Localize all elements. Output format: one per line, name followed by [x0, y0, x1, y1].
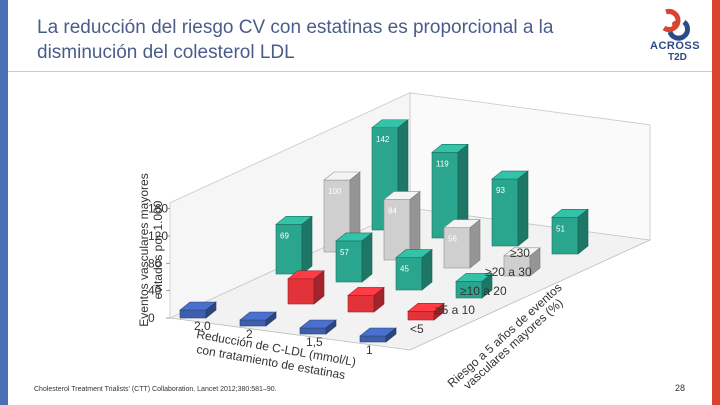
depth-series-label: ≥20 a 30 [485, 265, 532, 279]
bar-side [301, 215, 313, 275]
bar-side [385, 327, 397, 343]
bar-side [265, 311, 277, 327]
bar-5-2 [299, 319, 337, 335]
bar-20a30-2 [443, 219, 481, 269]
y-axis-title-line: Eventos vasculares mayores [137, 173, 151, 326]
bar-5-0 [179, 301, 217, 319]
bar-side [577, 208, 589, 255]
bar-chart-3d: 0 40 80 120 160 51 93 119 142 56 84 100 45 57 69 2,0 2 1,… [137, 92, 652, 392]
data-label: 51 [556, 224, 565, 233]
bar-side [433, 302, 445, 321]
logo-text: ACROSS [650, 40, 701, 52]
bar-10a20-2 [395, 248, 433, 291]
title-divider [8, 71, 712, 72]
bar-side [421, 248, 433, 291]
bar-front [407, 311, 435, 321]
across-logo-icon [662, 9, 690, 41]
bar-10a20-3 [455, 272, 493, 299]
bar-front [395, 257, 423, 291]
bar-side [313, 270, 325, 305]
data-label: 93 [496, 186, 505, 195]
bar-front [347, 295, 375, 313]
citation: Cholesterol Treatment Trialists' (CTT) C… [34, 386, 277, 393]
data-label: 119 [436, 159, 449, 168]
bar-5a10-3 [407, 302, 445, 321]
right-accent-bar [712, 0, 720, 405]
bar-front [551, 216, 579, 255]
bar-20a30-3 [503, 247, 541, 277]
depth-series-label: ≥10 a 20 [460, 284, 507, 298]
y-axis-title-line: evitados por 1.000 [151, 200, 165, 299]
y-tick-label: 80 [148, 256, 162, 270]
x-category-label: 2 [246, 327, 253, 341]
depth-series-label: ≥5 a 10 [435, 303, 475, 317]
depth-series-label: <5 [410, 322, 424, 336]
bar-front [239, 319, 267, 327]
data-label: 84 [388, 207, 397, 216]
bar-front [359, 335, 387, 343]
bar-side [205, 301, 217, 319]
x-category-label: 1 [366, 343, 373, 357]
data-label: 100 [328, 187, 342, 196]
partial-data-label: 85 [368, 278, 377, 287]
bar-side [373, 286, 385, 313]
bar-side [481, 272, 493, 299]
bar-5a10-2 [347, 286, 385, 313]
bar-side [469, 219, 481, 269]
data-label: 142 [376, 135, 390, 144]
bar-30-1 [431, 143, 469, 239]
bar-front [287, 278, 315, 305]
bar-30-2 [491, 170, 529, 247]
x-category-label: 2,0 [194, 319, 211, 333]
slide-title: La reducción del riesgo CV con estatinas… [37, 17, 554, 63]
bar-side [325, 319, 337, 335]
data-label: 69 [280, 231, 289, 240]
y-tick-label: 0 [148, 311, 155, 325]
bar-10a20-1 [335, 232, 373, 283]
x-category-label: 1,5 [306, 335, 323, 349]
bar-side [517, 170, 529, 247]
data-label: 57 [340, 248, 349, 257]
y-tick-label: 40 [148, 284, 162, 298]
data-label: 56 [448, 235, 457, 244]
bar-front [335, 240, 363, 283]
logo-subtext: T2D [668, 52, 687, 63]
page-number: 28 [675, 383, 686, 393]
bar-5-3 [359, 327, 397, 343]
bar-side [361, 232, 373, 283]
bar-front [299, 327, 327, 335]
data-label: 45 [400, 265, 409, 274]
left-accent-bar [0, 0, 8, 405]
bar-10a20-0 [275, 215, 313, 275]
y-tick-label: 120 [148, 229, 168, 243]
bar-side [529, 247, 541, 277]
y-tick-label: 160 [148, 202, 168, 216]
bar-front [179, 309, 207, 319]
bar-5-1 [239, 311, 277, 327]
depth-series-label: ≥30 [510, 246, 530, 260]
bar-30-3 [551, 208, 589, 255]
bar-5a10-1 [287, 270, 325, 305]
